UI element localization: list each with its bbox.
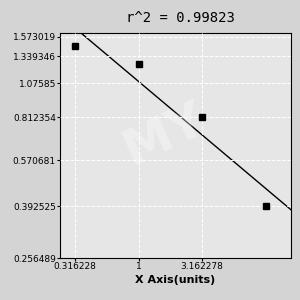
X-axis label: X Axis(units): X Axis(units) [135,275,216,285]
Text: r^2 = 0.99823: r^2 = 0.99823 [126,11,234,25]
Text: MY: MY [115,94,213,174]
